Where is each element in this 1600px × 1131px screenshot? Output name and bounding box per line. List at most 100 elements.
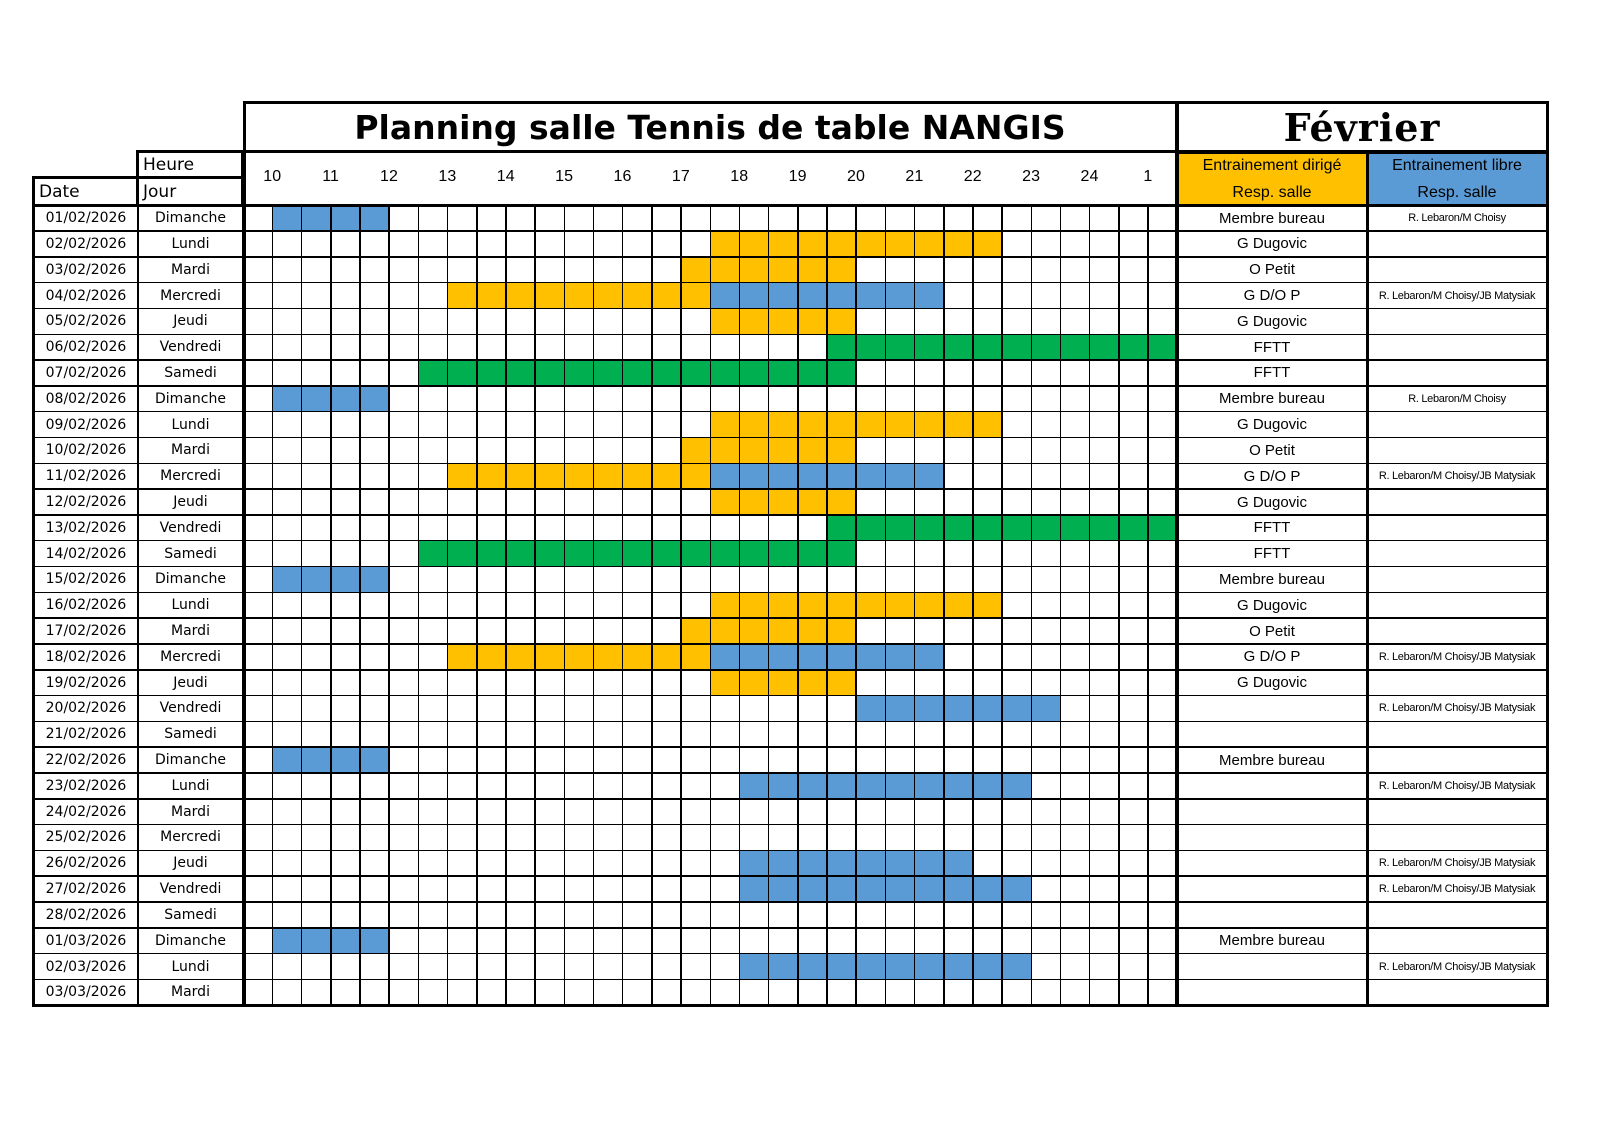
day-cell: Vendredi [138,334,243,361]
time-slot-dirige [651,643,682,670]
libre-resp-cell [1367,927,1547,954]
time-slot [914,617,944,645]
time-slot-libre [739,772,769,800]
hour-label: 11 [322,168,339,185]
time-slot [1001,359,1032,387]
time-slot [1060,617,1090,645]
time-slot-dirige [768,230,799,258]
time-slot [651,875,682,903]
libre-resp-cell [1367,566,1547,593]
time-slot [593,205,623,232]
time-slot-libre [914,875,944,903]
time-slot [243,798,273,825]
time-slot [914,540,944,567]
dirige-resp-cell: Membre bureau [1177,746,1367,774]
time-slot-dirige [534,463,565,490]
time-slot [272,334,302,361]
time-slot [651,953,682,980]
libre-resp-cell: R. Lebaron/M Choisy [1367,205,1547,232]
time-slot [593,669,623,696]
time-slot [651,927,682,954]
time-slot-fftt [914,334,944,361]
time-slot [243,540,273,567]
time-slot-fftt [505,359,536,387]
time-slot-libre [797,463,828,490]
time-slot-libre [943,695,974,722]
time-slot [1001,617,1032,645]
time-slot-dirige [651,463,682,490]
time-slot [388,746,419,774]
dirige-resp-cell: G Dugovic [1177,592,1367,619]
time-slot [1147,540,1178,567]
time-slot [505,901,536,929]
time-slot [885,901,915,929]
time-slot [710,850,740,877]
time-slot [534,772,565,800]
time-slot [330,334,361,361]
time-slot [710,798,740,825]
time-slot [476,772,507,800]
time-slot [972,463,1003,490]
time-slot [447,927,477,954]
time-slot-libre [826,850,857,877]
time-slot [855,385,886,412]
time-slot [534,695,565,722]
time-slot [243,488,273,516]
time-slot-fftt [564,359,594,387]
time-slot-dirige [826,669,857,696]
time-slot [622,385,653,412]
time-slot [593,850,623,877]
time-slot-fftt [739,540,769,567]
time-slot [710,979,740,1006]
time-slot-dirige [476,463,507,490]
time-slot [1060,437,1090,464]
time-slot [1060,824,1090,851]
time-slot-dirige [826,617,857,645]
time-slot [593,308,623,335]
time-slot [1089,695,1120,722]
time-slot [534,927,565,954]
time-slot-dirige [710,230,740,258]
libre-resp-cell: R. Lebaron/M Choisy/JB Matysiak [1367,643,1547,670]
libre-resp-cell [1367,488,1547,516]
time-slot-libre [301,205,332,232]
time-slot-dirige [447,282,477,309]
time-slot [797,901,828,929]
time-slot [388,927,419,954]
time-slot [330,256,361,283]
time-slot [1089,824,1120,851]
time-slot [534,901,565,929]
time-slot [1089,850,1120,877]
time-slot [972,850,1003,877]
time-slot [826,205,857,232]
time-slot [1089,901,1120,929]
time-slot [622,927,653,954]
time-slot [1118,850,1149,877]
hour-label: 17 [671,168,690,185]
time-slot [1118,205,1149,232]
time-slot [1118,721,1149,748]
time-slot [534,385,565,412]
time-slot [1118,230,1149,258]
time-slot [593,695,623,722]
time-slot [534,256,565,283]
time-slot [418,772,448,800]
time-slot [1031,772,1061,800]
time-slot [418,669,448,696]
time-slot [505,256,536,283]
time-slot [855,617,886,645]
time-slot [564,514,594,541]
time-slot [1089,308,1120,335]
time-slot-dirige [885,230,915,258]
time-slot [447,385,477,412]
date-cell: 21/02/2026 [34,721,138,748]
time-slot-libre [972,875,1003,903]
time-slot [768,901,799,929]
time-slot [243,411,273,438]
time-slot [972,385,1003,412]
time-slot [476,850,507,877]
time-slot [1031,359,1061,387]
time-slot [564,411,594,438]
time-slot [855,437,886,464]
time-slot [534,798,565,825]
